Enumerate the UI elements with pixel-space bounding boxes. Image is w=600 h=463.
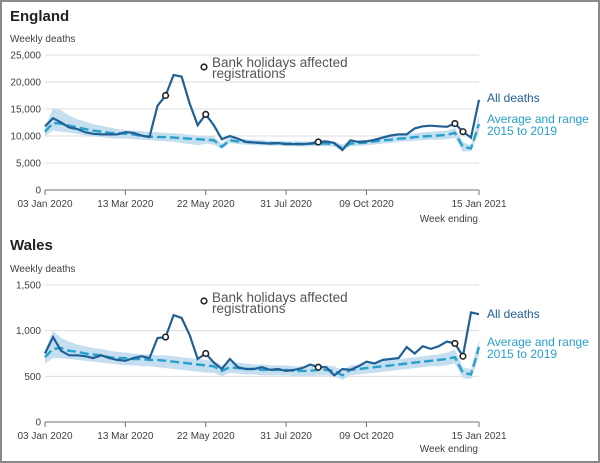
x-tick-label: 22 May 2020 (177, 431, 235, 442)
y-ticks-england: 0 5,000 10,000 15,000 20,000 25,000 (10, 51, 41, 197)
legend-average-line2-england: 2015 to 2019 (487, 124, 557, 138)
legend-all-deaths-wales: All deaths (487, 307, 540, 321)
x-tick-label: 09 Oct 2020 (339, 431, 394, 442)
x-axis-label-england: Week ending (420, 214, 478, 225)
y-tick-label: 0 (35, 186, 41, 197)
x-tick-label: 13 Mar 2020 (97, 199, 154, 210)
bank-holiday-markers-england (161, 91, 467, 146)
y-tick-label: 500 (24, 372, 41, 383)
x-tick-label: 15 Jan 2021 (451, 431, 506, 442)
bank-holiday-marker (161, 333, 170, 341)
annotation-marker-england (200, 63, 208, 71)
y-axis-label-england: Weekly deaths (10, 34, 75, 45)
y-tick-label: 5,000 (16, 159, 41, 170)
legend-all-deaths-england: All deaths (487, 91, 540, 105)
annotation-line1-wales: Bank holidays affected (212, 290, 348, 305)
annotation-marker-wales (200, 297, 208, 305)
bank-holiday-marker (314, 138, 322, 146)
grid-wales (45, 284, 479, 423)
y-tick-label: 20,000 (10, 78, 41, 89)
x-tick-label: 13 Mar 2020 (97, 431, 154, 442)
x-tick-label: 31 Jul 2020 (260, 199, 312, 210)
bank-holiday-marker (202, 110, 210, 118)
y-tick-label: 0 (35, 418, 41, 429)
y-ticks-wales: 0 500 1,000 1,500 (16, 281, 41, 429)
average-line-wales (44, 346, 481, 377)
legend-average-line2-wales: 2015 to 2019 (487, 347, 557, 361)
bank-holiday-marker (202, 349, 210, 358)
all-deaths-line-wales (44, 311, 480, 377)
annotation-line2-wales: registrations (212, 301, 286, 316)
panel-title-wales: Wales (10, 237, 53, 254)
y-tick-label: 10,000 (10, 132, 41, 143)
bank-holiday-marker (161, 91, 170, 100)
x-ticks-wales: 03 Jan 2020 13 Mar 2020 22 May 2020 31 Jul … (17, 422, 507, 442)
x-tick-label: 03 Jan 2020 (17, 199, 72, 210)
legend-average-line1-wales: Average and range (487, 335, 589, 349)
y-tick-label: 1,000 (16, 326, 41, 337)
annotation-line1-england: Bank holidays affected (212, 55, 348, 70)
x-tick-label: 09 Oct 2020 (339, 199, 394, 210)
range-area-wales (45, 330, 479, 380)
x-tick-label: 31 Jul 2020 (260, 431, 312, 442)
panel-england: England Weekly deaths 0 5,000 10,000 15,000… (10, 8, 589, 225)
all-deaths-line-england (44, 73, 481, 152)
y-tick-label: 25,000 (10, 51, 41, 62)
bank-holiday-marker (451, 119, 459, 128)
y-tick-label: 1,500 (16, 281, 41, 292)
panel-wales: Wales Weekly deaths 0 500 1,000 1,500 03 Ja… (10, 237, 589, 455)
x-tick-label: 22 May 2020 (177, 199, 235, 210)
bank-holiday-marker (451, 339, 459, 348)
annotation-line2-england: registrations (212, 66, 286, 81)
bank-holiday-marker (459, 128, 467, 136)
x-ticks-england: 03 Jan 2020 13 Mar 2020 22 May 2020 31 Jul … (17, 190, 507, 210)
x-tick-label: 03 Jan 2020 (17, 431, 72, 442)
y-tick-label: 15,000 (10, 105, 41, 116)
panel-title-england: England (10, 8, 69, 25)
bank-holiday-markers-wales (161, 333, 467, 371)
legend-average-line1-england: Average and range (487, 112, 589, 126)
x-tick-label: 15 Jan 2021 (451, 199, 506, 210)
bank-holiday-marker (314, 363, 322, 371)
x-axis-label-wales: Week ending (420, 444, 478, 455)
bank-holiday-marker (459, 352, 467, 360)
y-axis-label-wales: Weekly deaths (10, 264, 75, 275)
